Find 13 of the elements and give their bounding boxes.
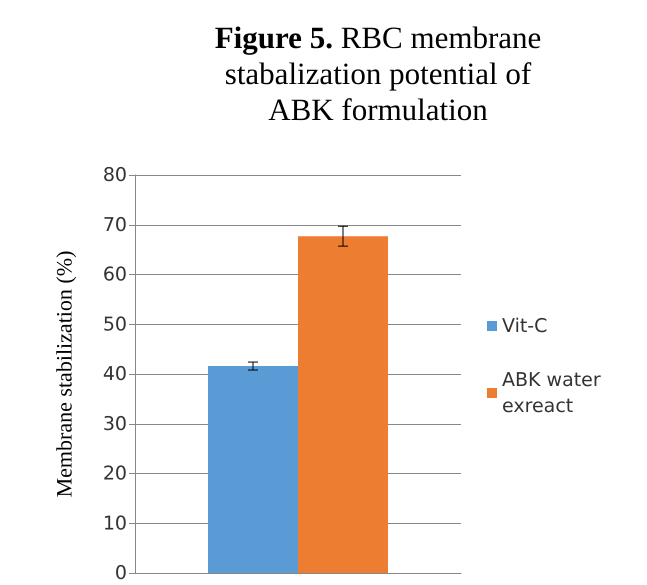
y-tick-label: 20 — [102, 462, 127, 484]
y-tick-label: 80 — [102, 164, 127, 186]
y-tick-label: 50 — [102, 313, 127, 336]
y-tick-label: 70 — [102, 214, 127, 236]
y-tick-label: 0 — [114, 562, 127, 584]
chart-title: Figure 5. RBC membrane stabalization potential of ABK formulation — [214, 20, 542, 127]
y-tick-label: 30 — [102, 412, 127, 435]
y-tick-label: 40 — [102, 363, 127, 385]
y-axis-title: Membrane stabilization (%) — [52, 250, 76, 498]
legend-label: ABK water exreact — [502, 369, 607, 417]
y-tick-label: 60 — [102, 264, 127, 286]
y-tick-label: 10 — [102, 512, 127, 534]
legend-label: Vit-C — [502, 315, 548, 337]
